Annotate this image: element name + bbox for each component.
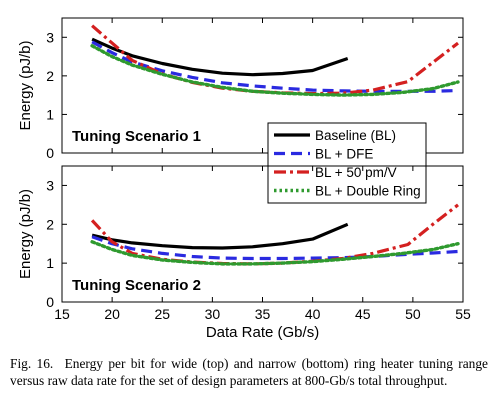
x-tick-label: 15: [54, 306, 70, 322]
x-tick-label: 55: [455, 306, 471, 322]
y-axis-label: Energy (pJ/b): [17, 189, 34, 279]
legend-label: BL + 50 pm/V: [315, 165, 397, 180]
panel-label: Tuning Scenario 2: [72, 277, 201, 294]
x-tick-label: 25: [154, 306, 170, 322]
x-tick-label: 45: [355, 306, 371, 322]
series-line-2: [91, 235, 459, 261]
y-tick-label: 1: [46, 255, 54, 271]
x-tick-label: 50: [405, 306, 421, 322]
x-tick-label: 35: [255, 306, 271, 322]
caption-text: Energy per bit for wide (top) and narrow…: [10, 356, 488, 388]
legend: Baseline (BL) BL + DFE BL + 50 pm/V BL + Do…: [267, 122, 427, 204]
series-line-4: [90, 240, 460, 266]
y-tick-label: 0: [46, 294, 54, 310]
x-tick-label: 30: [205, 306, 221, 322]
figure-canvas: 0 1 2 3 Energy (pJ/b) Tuning Scenario 1 Baseli…: [17, 17, 471, 340]
y-tick-label: 2: [46, 216, 54, 232]
legend-label: BL + Double Ring: [315, 184, 421, 199]
panel-label: Tuning Scenario 1: [72, 128, 201, 145]
x-tick-label: 40: [305, 306, 321, 322]
x-axis-label: Data Rate (Gb/s): [206, 324, 319, 340]
chart-panel-1: 0 1 2 3 Energy (pJ/b) Tuning Scenario 1 Baseli…: [17, 17, 464, 204]
series-line-1: [91, 222, 349, 250]
y-tick-label: 1: [46, 106, 54, 122]
legend-label: BL + DFE: [315, 147, 373, 162]
chart-panel-2: 0 1 2 3 15 20 25 30 35 40 45 50 55 Data Rate (Gb/s) En…: [17, 165, 471, 340]
y-tick-label: 2: [46, 68, 54, 84]
y-axis-label: Energy (pJ/b): [17, 40, 34, 130]
y-tick-label: 3: [46, 29, 54, 45]
legend-label: Baseline (BL): [315, 128, 396, 143]
figure-caption: Fig. 16. Energy per bit for wide (top) a…: [10, 355, 488, 389]
series-line-4: [90, 44, 460, 97]
caption-label: Fig. 16.: [10, 356, 54, 371]
x-tick-label: 20: [104, 306, 120, 322]
y-tick-label: 3: [46, 177, 54, 193]
y-tick-label: 0: [46, 145, 54, 161]
